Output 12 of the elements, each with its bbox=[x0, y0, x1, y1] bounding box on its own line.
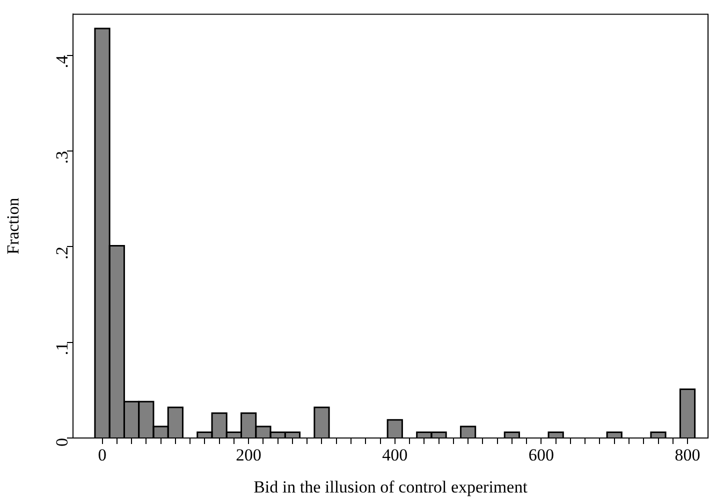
x-tick-label: 0 bbox=[98, 446, 107, 465]
y-tick-label: .4 bbox=[52, 54, 72, 68]
x-axis-title: Bid in the illusion of control experiment bbox=[254, 477, 528, 496]
x-tick-label: 400 bbox=[382, 446, 408, 465]
y-tick-label: 0 bbox=[52, 438, 72, 446]
x-tick-label: 800 bbox=[674, 446, 700, 465]
y-tick-label: .1 bbox=[52, 342, 72, 356]
y-tick-label: .3 bbox=[52, 151, 72, 164]
x-tick-label: 200 bbox=[236, 446, 262, 465]
y-axis-title: Fraction bbox=[4, 197, 23, 254]
y-tick-label: .2 bbox=[52, 246, 72, 260]
x-tick-label: 600 bbox=[528, 446, 554, 465]
